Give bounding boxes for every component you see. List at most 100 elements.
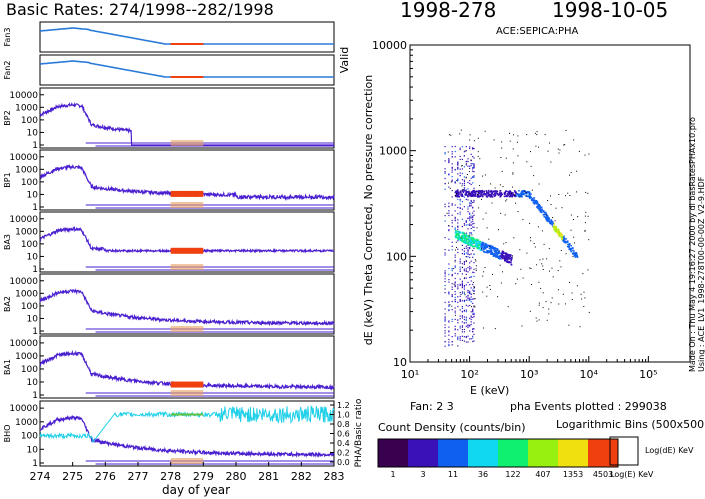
event-bin: [472, 182, 474, 184]
event-bin: [463, 179, 465, 181]
event-bin: [510, 263, 513, 266]
event-bin: [548, 218, 550, 220]
event-bin: [465, 270, 467, 272]
event-bin: [473, 214, 475, 216]
event-bin: [536, 206, 538, 208]
event-bin: [560, 266, 562, 268]
event-bin: [473, 298, 475, 300]
event-bin: [459, 270, 461, 272]
event-bin: [506, 258, 509, 260]
event-bin: [444, 345, 446, 347]
event-bin: [470, 227, 472, 230]
y-tick-label: 10: [393, 356, 407, 369]
event-bin: [458, 234, 460, 237]
event-bin: [457, 336, 459, 338]
event-bin: [538, 204, 541, 206]
event-bin: [454, 228, 456, 230]
event-bin: [488, 194, 491, 197]
event-bin: [448, 344, 450, 347]
event-bin: [467, 208, 469, 210]
event-bin: [463, 328, 465, 331]
event-bin: [475, 192, 477, 194]
event-bin: [532, 201, 535, 204]
event-bin: [469, 269, 471, 271]
event-bin: [567, 243, 569, 246]
event-bin: [503, 254, 505, 257]
event-bin: [538, 319, 540, 321]
event-bin: [459, 309, 461, 311]
event-bin: [495, 191, 498, 194]
event-bin: [552, 222, 554, 225]
colorbar-swatch: [468, 439, 498, 467]
event-bin: [468, 193, 470, 195]
event-bin: [470, 280, 472, 282]
event-bin: [465, 319, 467, 322]
event-bin: [477, 196, 479, 198]
event-bin: [472, 237, 474, 240]
event-bin: [491, 202, 493, 204]
colorbar-label: 36: [478, 470, 488, 479]
event-bin: [489, 190, 491, 193]
event-bin: [535, 145, 537, 147]
event-bin: [545, 219, 548, 221]
event-bin: [451, 190, 453, 192]
event-bin: [573, 236, 575, 238]
event-bin: [558, 194, 560, 195]
event-bin: [457, 167, 459, 169]
panel-frame: [39, 335, 335, 399]
event-bin: [459, 292, 461, 294]
event-bin: [451, 270, 453, 272]
event-bin: [451, 180, 453, 182]
event-bin: [463, 336, 465, 338]
event-bin: [497, 296, 499, 298]
event-bin: [470, 242, 472, 245]
event-bin: [474, 306, 476, 308]
event-bin: [500, 194, 502, 196]
event-bin: [451, 196, 453, 198]
event-bin: [474, 286, 475, 288]
event-bin: [463, 291, 465, 293]
event-bin: [572, 219, 574, 220]
event-bin: [470, 195, 472, 197]
event-bin: [461, 183, 463, 185]
event-bin: [486, 245, 489, 247]
event-bin: [451, 268, 453, 270]
event-bin: [473, 201, 475, 203]
event-bin: [463, 181, 465, 183]
event-bin: [538, 146, 540, 148]
event-bin: [522, 192, 525, 195]
event-bin: [545, 213, 548, 216]
event-bin: [463, 293, 465, 295]
event-bin: [457, 166, 459, 168]
event-bin: [469, 180, 471, 182]
ratio-tick-label: 0.6: [337, 430, 350, 439]
event-bin: [472, 337, 474, 339]
y-tick-label: 10000: [9, 339, 38, 349]
event-bin: [472, 215, 474, 217]
event-bin: [530, 268, 532, 269]
event-bin: [520, 192, 523, 195]
event-bin: [448, 293, 450, 295]
event-bin: [558, 231, 560, 233]
event-bin: [535, 132, 537, 134]
event-bin: [457, 163, 459, 165]
event-bin: [529, 191, 531, 194]
event-bin: [482, 218, 484, 220]
event-bin: [461, 238, 463, 240]
event-bin: [570, 229, 572, 231]
event-bin: [444, 215, 446, 217]
event-bin: [514, 191, 516, 193]
event-bin: [444, 335, 446, 337]
event-bin: [473, 165, 475, 167]
event-bin: [463, 166, 465, 168]
event-bin: [585, 211, 587, 213]
event-bin: [483, 192, 485, 195]
event-bin: [454, 272, 456, 274]
event-bin: [506, 261, 509, 263]
event-bin: [459, 300, 461, 302]
event-bin: [463, 318, 465, 321]
event-bin: [467, 206, 469, 208]
event-bin: [476, 240, 478, 243]
event-bin: [567, 192, 569, 194]
event-bin: [541, 208, 543, 211]
